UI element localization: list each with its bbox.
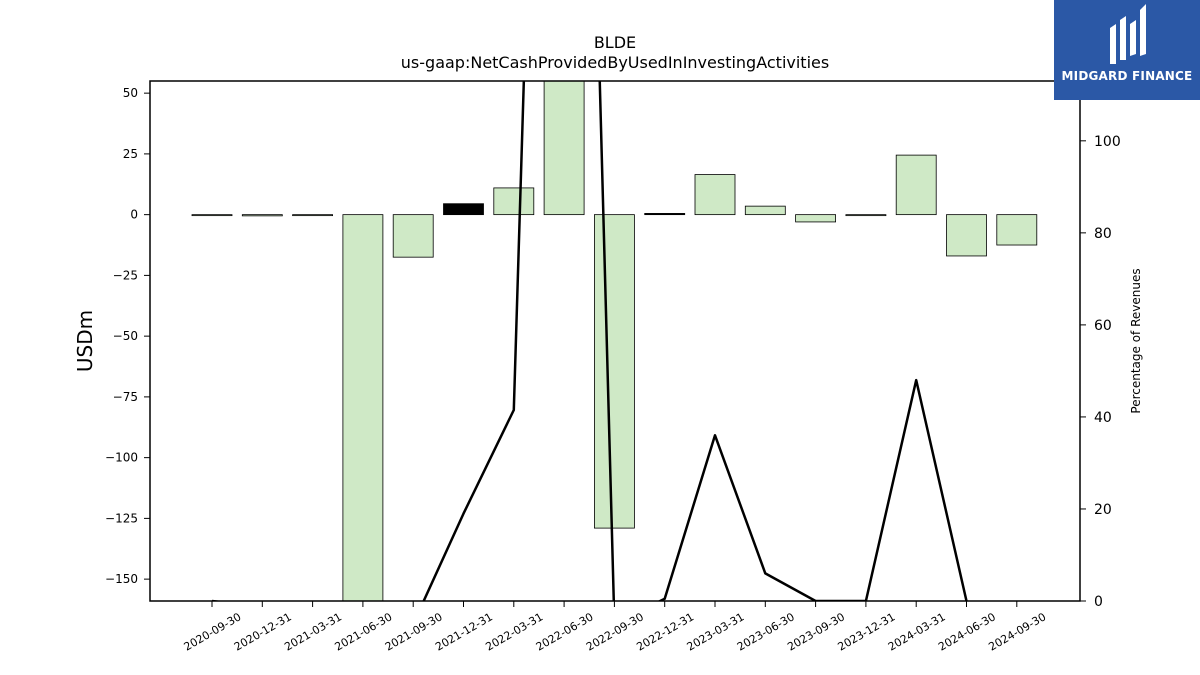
chart-subtitle: us-gaap:NetCashProvidedByUsedInInvesting… [401,53,829,72]
bar-2022-03-31 [493,187,535,216]
chart-title: BLDE [594,33,636,52]
bar-2021-12-31 [443,203,484,216]
logo-text: MIDGARD FINANCE [1061,69,1193,83]
bar-2022-09-30 [594,214,635,529]
y-axis-label: USDm [73,310,97,372]
bar-2024-09-30 [996,214,1038,246]
y-tick-label: −125 [105,511,138,525]
y2-tick-label: 80 [1094,226,1112,242]
logo-mark-icon [1110,4,1146,64]
y-tick-label: −100 [105,451,138,465]
y-tick-label: 25 [123,147,138,161]
bar-2021-09-30 [392,214,434,258]
bar-2022-06-30 [543,81,585,216]
y-tick-label: −50 [113,329,138,343]
y-tick-label: −25 [113,268,138,282]
bar-2022-12-31 [644,213,686,216]
x-tick-label: 2024-09-30 [986,610,1048,653]
y-tick-label: −150 [105,572,138,586]
bar-2023-09-30 [795,214,836,223]
y2-tick-label: 100 [1094,134,1121,150]
bar-2020-09-30 [191,214,233,217]
bar-2021-06-30 [342,214,384,601]
midgard-finance-logo: MIDGARD FINANCE [1054,0,1200,100]
bar-2024-06-30 [946,214,987,257]
y2-tick-label: 0 [1094,594,1103,610]
plot-frame [149,80,1081,602]
bar-2023-12-31 [845,214,887,217]
y2-tick-label: 60 [1094,318,1112,334]
y-tick-label: 50 [123,86,138,100]
bar-2023-06-30 [744,205,786,216]
bar-2024-03-31 [895,154,937,216]
pct-of-revenue-line [212,81,968,601]
y2-axis-label: Percentage of Revenues [1129,268,1143,413]
y2-tick-label: 40 [1094,410,1112,426]
bar-2021-03-31 [292,214,334,217]
bar-2023-03-31 [694,174,736,216]
y-tick-label: 0 [130,208,138,222]
y2-tick-label: 20 [1094,502,1112,518]
y-tick-label: −75 [113,390,138,404]
bar-2020-12-31 [241,214,283,217]
